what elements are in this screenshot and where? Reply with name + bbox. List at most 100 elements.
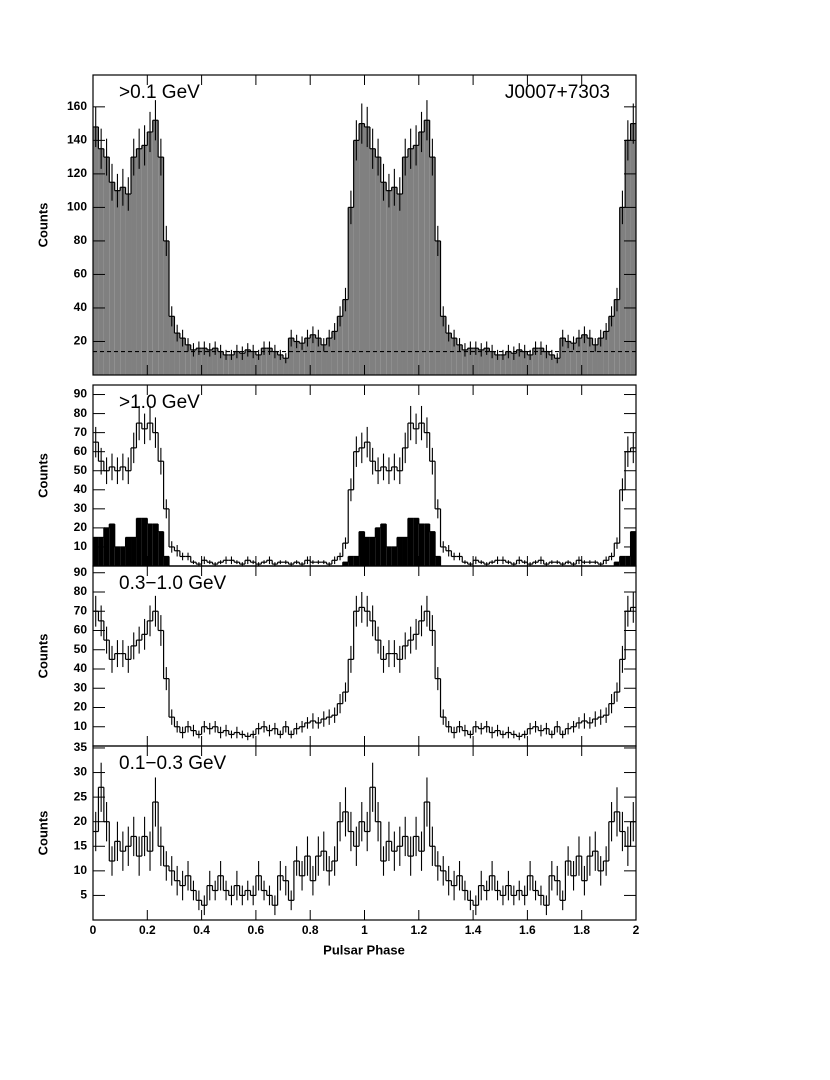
bar [478, 349, 484, 375]
y-tick-label: 80 [74, 584, 88, 598]
bar [131, 157, 137, 375]
bar [152, 120, 159, 375]
y-tick-label: 80 [74, 233, 88, 247]
source-label: J0007+7303 [505, 82, 610, 103]
bar [592, 344, 598, 375]
panel-label: 0.3−1.0 GeV [119, 573, 227, 594]
bar [380, 182, 387, 375]
bar [429, 157, 436, 375]
bar [147, 524, 153, 566]
bar [543, 351, 550, 375]
bar [581, 334, 588, 375]
bar [375, 157, 381, 375]
bar [619, 556, 626, 566]
y-tick-label: 90 [74, 387, 88, 401]
bar [359, 123, 365, 375]
bar [310, 334, 316, 375]
bar [120, 546, 126, 566]
y-tick-label: 10 [74, 539, 88, 553]
x-tick-label: 1.8 [573, 923, 590, 937]
y-tick-label: 10 [74, 719, 88, 733]
bar [467, 348, 474, 375]
y-tick-label: 50 [74, 642, 88, 656]
bar [614, 562, 620, 566]
bar [429, 531, 436, 566]
bar [288, 338, 294, 375]
bar [369, 537, 376, 566]
bar [440, 316, 446, 375]
y-tick-label: 60 [74, 623, 88, 637]
bar [603, 331, 609, 375]
bar [554, 358, 560, 375]
y-tick-label: 90 [74, 565, 88, 579]
bar [304, 338, 311, 375]
bar [424, 524, 430, 566]
bar [190, 349, 197, 375]
bar [93, 537, 99, 566]
panel-label: 0.1−0.3 GeV [119, 753, 227, 774]
bar [380, 524, 387, 566]
bar [103, 527, 110, 566]
bar [348, 207, 354, 375]
bar [532, 348, 539, 375]
bar [407, 148, 414, 375]
bar [386, 190, 392, 375]
bar [245, 349, 251, 375]
bar [549, 354, 555, 375]
bar [630, 123, 636, 375]
bar [473, 348, 479, 375]
bar [223, 354, 229, 375]
bar [359, 531, 365, 566]
bar [179, 338, 186, 375]
bar [445, 333, 452, 375]
y-tick-label: 60 [74, 267, 88, 281]
x-tick-label: 0.2 [139, 923, 156, 937]
bar [576, 338, 582, 375]
bar [141, 518, 148, 566]
bar [326, 338, 332, 375]
x-tick-label: 0.8 [302, 923, 319, 937]
bar [413, 145, 419, 375]
bar [109, 524, 115, 566]
y-tick-label: 20 [74, 814, 88, 828]
bar [353, 556, 360, 566]
bar [201, 348, 208, 375]
bar [608, 316, 615, 375]
bar [630, 531, 636, 566]
y-tick-label: 20 [74, 334, 88, 348]
bar [500, 354, 506, 375]
bar [261, 348, 267, 375]
bar [418, 524, 425, 566]
bar [505, 351, 512, 375]
bar [250, 351, 256, 375]
y-axis-label: Counts [35, 203, 50, 248]
panel: 10 20 30 40 50 60 70 80 90 Counts >1.0 GeV [35, 384, 637, 567]
y-tick-label: 50 [74, 463, 88, 477]
bar [494, 354, 501, 375]
y-tick-label: 40 [74, 482, 88, 496]
bar [407, 518, 414, 566]
bar [391, 546, 398, 566]
bar [402, 537, 408, 566]
bar [299, 343, 305, 375]
bar [212, 348, 218, 375]
y-tick-label: 20 [74, 520, 88, 534]
y-axis-label: Counts [35, 811, 50, 856]
y-tick-label: 15 [74, 838, 88, 852]
bar [331, 331, 338, 375]
bar [391, 187, 398, 375]
bar [315, 338, 322, 375]
x-tick-label: 1 [361, 923, 368, 937]
x-tick-label: 1.4 [465, 923, 482, 937]
bar [375, 527, 381, 566]
bar [125, 193, 132, 375]
bar [386, 546, 392, 566]
bar [131, 537, 137, 566]
bar [228, 354, 235, 375]
y-tick-label: 30 [74, 680, 88, 694]
bar [98, 537, 104, 566]
bar [277, 354, 284, 375]
bar [163, 240, 170, 375]
y-tick-label: 100 [67, 200, 87, 214]
